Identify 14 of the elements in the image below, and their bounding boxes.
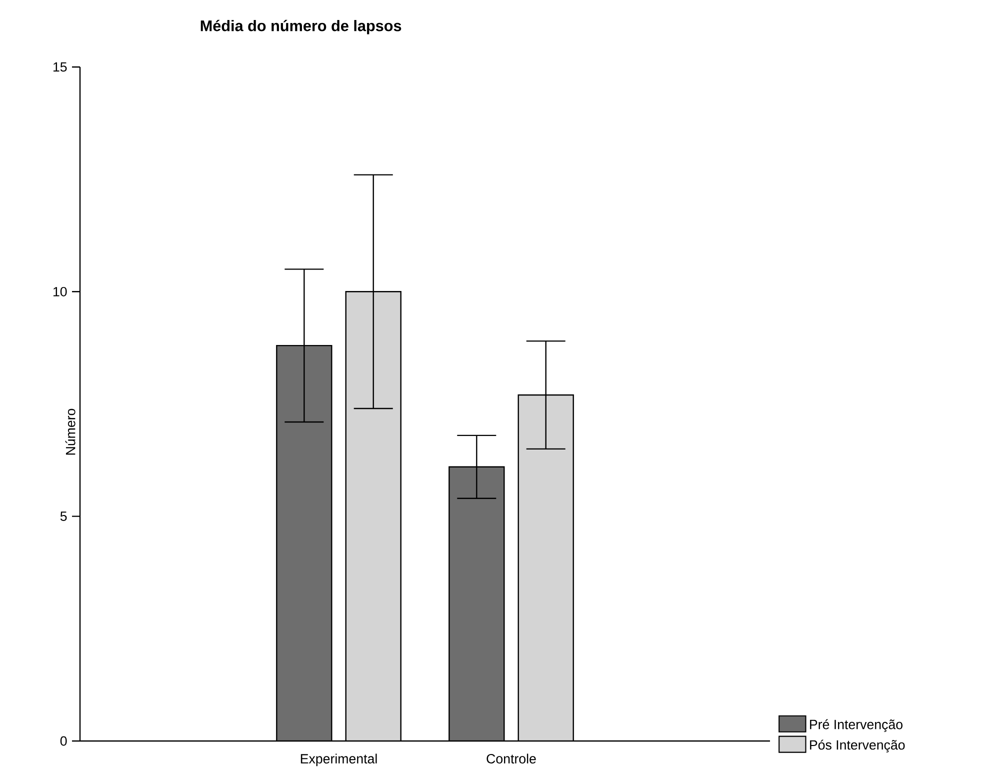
bar — [448, 466, 505, 741]
x-tick-label: Experimental — [300, 754, 377, 766]
chart-title: Média do número de lapsos — [200, 20, 402, 34]
bar — [345, 291, 402, 741]
y-tick-label: 15 — [53, 62, 67, 72]
y-tick-label: 10 — [53, 286, 67, 296]
legend-label: Pré Intervenção — [810, 719, 902, 732]
y-tick-label: 0 — [60, 736, 67, 746]
x-tick-label: Controle — [486, 754, 536, 764]
y-axis-title: Número — [65, 408, 76, 455]
bar — [276, 344, 332, 741]
bar — [518, 394, 574, 741]
legend-label: Pós Intervenção — [810, 740, 905, 752]
y-tick-label: 5 — [60, 512, 67, 521]
